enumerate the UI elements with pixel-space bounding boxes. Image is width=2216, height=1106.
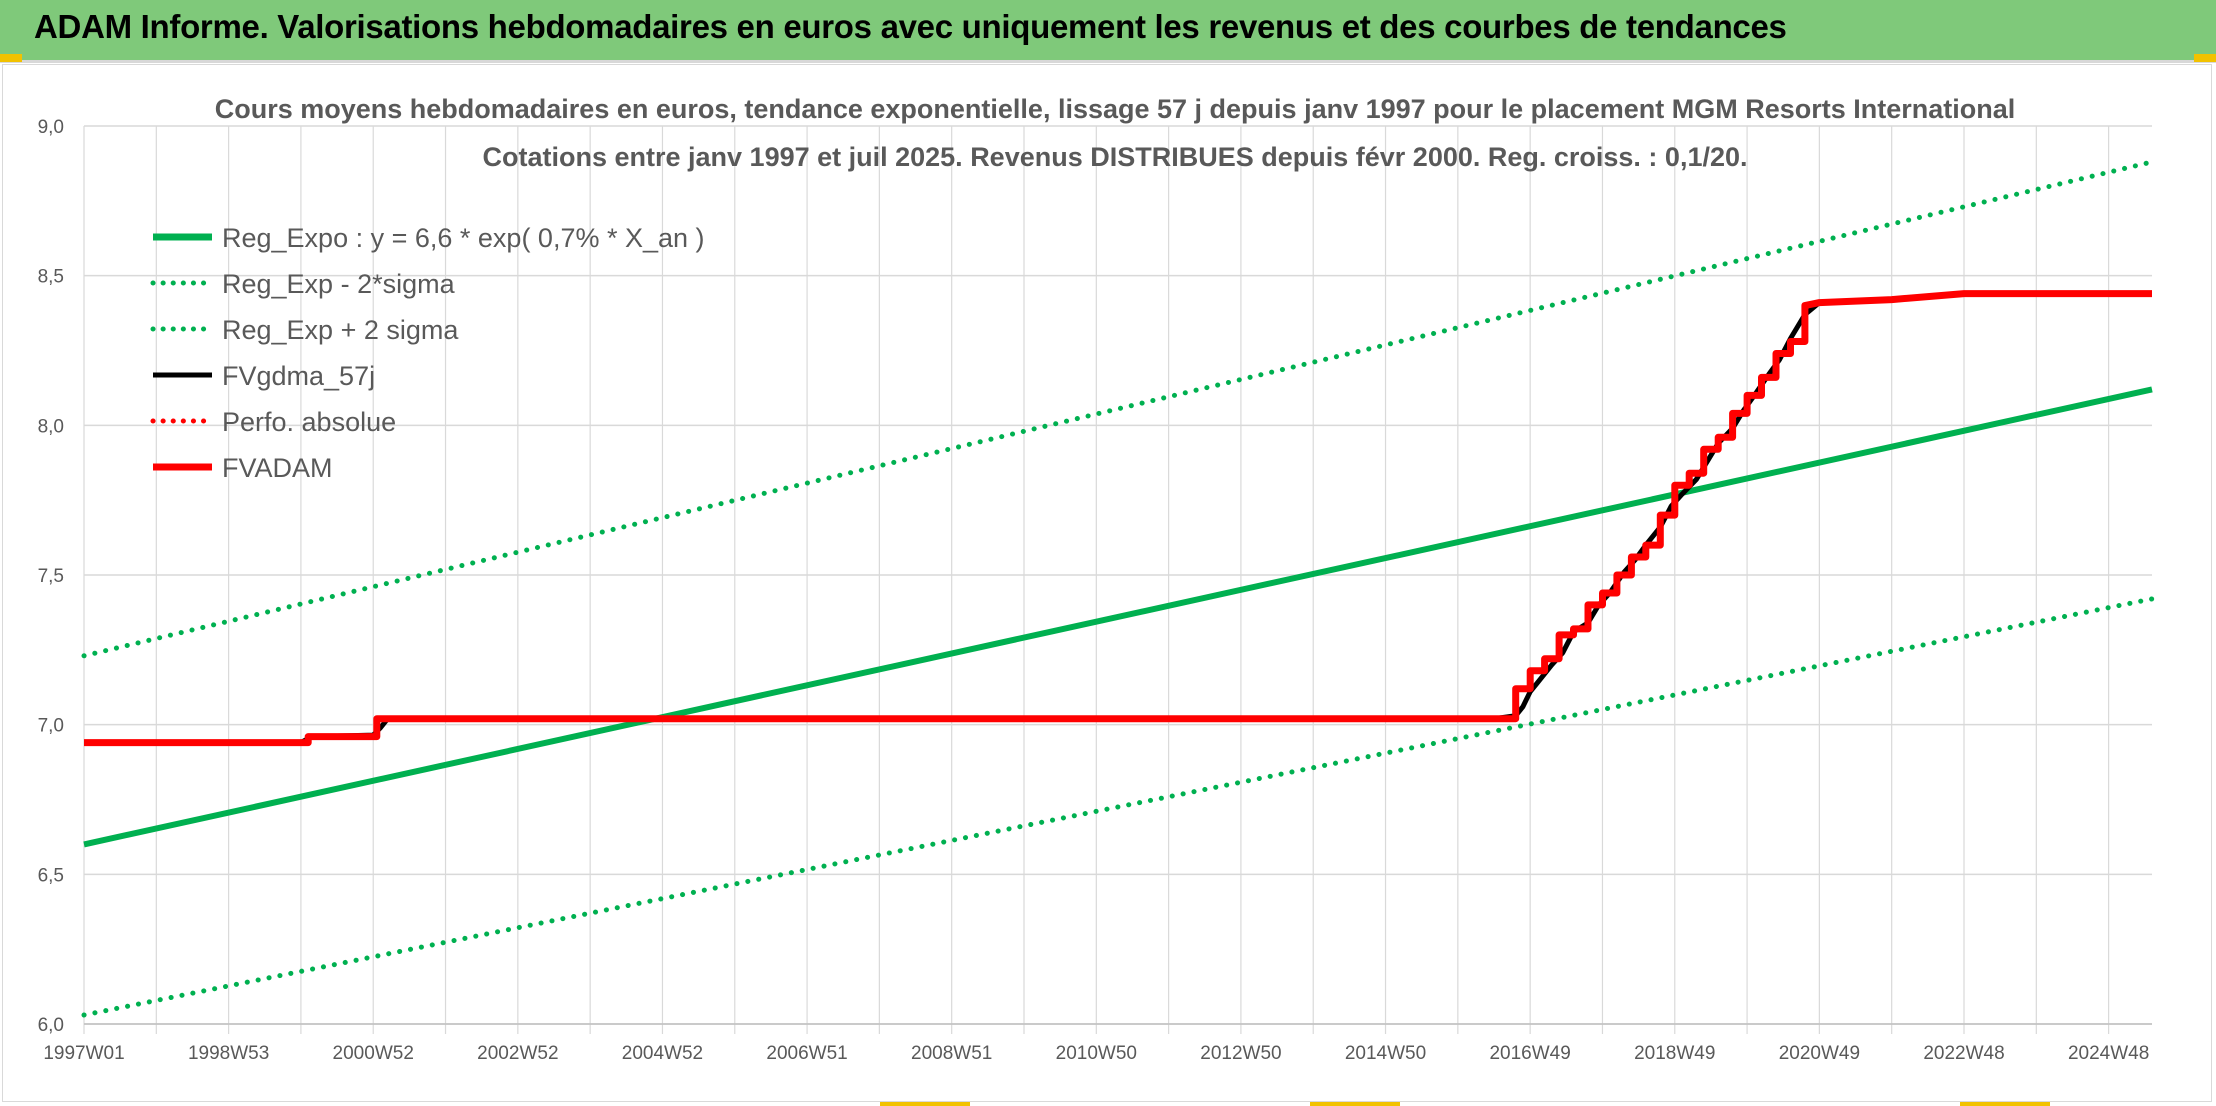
bottom-marker: [880, 1102, 970, 1106]
bottom-marker: [1310, 1102, 1400, 1106]
y-tick-label: 9,0: [38, 117, 64, 138]
x-tick-label: 2000W52: [333, 1043, 414, 1064]
banner-corner-right: [2194, 54, 2216, 62]
y-tick-label: 8,5: [38, 267, 64, 288]
chart-title-line-2: Cotations entre janv 1997 et juil 2025. …: [483, 142, 1748, 172]
chart-title: Cours moyens hebdomadaires en euros, ten…: [215, 94, 2016, 172]
y-tick-label: 7,5: [38, 566, 64, 587]
grid-lines: [83, 125, 2152, 1034]
banner-corner-left: [0, 54, 22, 62]
y-tick-label: 7,0: [38, 716, 64, 737]
x-tick-label: 2008W51: [911, 1043, 992, 1064]
series-line-1: [81, 596, 2155, 1018]
x-tick-label: 2024W48: [2068, 1043, 2149, 1064]
report-title: ADAM Informe. Valorisations hebdomadaire…: [34, 8, 1787, 45]
legend-label: Reg_Expo : y = 6,6 * exp( 0,7% * X_an ): [222, 223, 705, 253]
legend-label: Reg_Exp + 2 sigma: [222, 315, 459, 345]
series-line-3: [84, 291, 2152, 746]
axis-labels: 6,0 6,5 7,0 7,5 8,0 8,5 9,0 1997W01 1998W53 2000W…: [38, 117, 2150, 1064]
x-tick-label: 1997W01: [43, 1043, 124, 1064]
legend: Reg_Expo : y = 6,6 * exp( 0,7% * X_an ) R…: [150, 223, 705, 483]
series-line-0: [83, 386, 2153, 848]
legend-label: Reg_Exp - 2*sigma: [222, 269, 456, 299]
series-line-2: [81, 159, 2155, 659]
x-tick-label: 2016W49: [1489, 1043, 1570, 1064]
x-tick-label: 2002W52: [477, 1043, 558, 1064]
x-tick-label: 2004W52: [622, 1043, 703, 1064]
y-tick-label: 6,0: [38, 1015, 64, 1036]
series-lines: [81, 159, 2155, 1018]
legend-label: FVgdma_57j: [222, 361, 375, 391]
x-tick-label: 2020W49: [1779, 1043, 1860, 1064]
legend-label: Perfo. absolue: [222, 407, 396, 437]
bottom-marker: [1960, 1102, 2050, 1106]
x-tick-label: 2022W48: [1923, 1043, 2004, 1064]
chart-frame: [2, 64, 2212, 1102]
x-tick-label: 2012W50: [1200, 1043, 1281, 1064]
x-tick-label: 2010W50: [1056, 1043, 1137, 1064]
chart-title-line-1: Cours moyens hebdomadaires en euros, ten…: [215, 94, 2016, 124]
report-banner: ADAM Informe. Valorisations hebdomadaire…: [0, 0, 2216, 63]
x-tick-label: 2006W51: [766, 1043, 847, 1064]
x-tick-label: 1998W53: [188, 1043, 269, 1064]
x-tick-label: 2014W50: [1345, 1043, 1426, 1064]
legend-label: FVADAM: [222, 453, 333, 483]
y-tick-label: 6,5: [38, 865, 64, 886]
y-tick-label: 8,0: [38, 416, 64, 437]
x-tick-label: 2018W49: [1634, 1043, 1715, 1064]
series-line-5: [84, 290, 2152, 747]
